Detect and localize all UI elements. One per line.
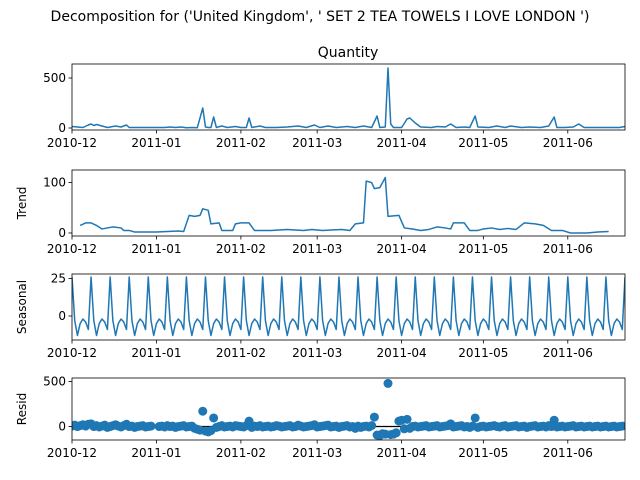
resid-point — [617, 421, 625, 431]
panel-1: 2010-12 2011-01 2011-02 2011-03 2011-04 2011-… — [43, 63, 626, 150]
y-tick-label: 25 — [51, 272, 66, 286]
x-tick-label: 2011-05 — [458, 242, 508, 256]
x-tick-label: 2011-02 — [216, 346, 266, 360]
y-tick-label: 0 — [58, 420, 66, 434]
x-tick-label: 2011-02 — [216, 136, 266, 150]
x-tick-label: 2010-12 — [47, 136, 97, 150]
quantity-line — [72, 67, 625, 129]
panel-frame — [71, 377, 626, 441]
x-tick-label: 2011-01 — [131, 242, 181, 256]
panel-frame — [71, 169, 626, 237]
trend-axis-label: Trend — [15, 187, 29, 221]
panel-frame — [71, 273, 626, 341]
y-tick-label: 0 — [58, 226, 66, 240]
x-tick-label: 2011-04 — [377, 446, 427, 460]
x-tick-label: 2010-12 — [47, 242, 97, 256]
x-tick-label: 2011-06 — [543, 446, 593, 460]
x-tick-label: 2011-03 — [292, 446, 342, 460]
resid-point — [367, 421, 377, 431]
panel-frame — [71, 63, 626, 131]
data-layer — [72, 67, 625, 129]
x-tick-label: 2011-01 — [131, 346, 181, 360]
y-tick-label: 0 — [58, 121, 66, 135]
resid-point — [402, 414, 412, 424]
x-tick-label: 2011-06 — [543, 242, 593, 256]
resid-axis-label: Resid — [15, 393, 29, 425]
x-tick-label: 2011-05 — [458, 446, 508, 460]
trend-line — [79, 176, 609, 234]
resid-point — [209, 413, 219, 423]
figure-suptitle: Decomposition for ('United Kingdom', ' S… — [51, 9, 590, 25]
y-tick-label: 100 — [43, 176, 66, 190]
y-tick-label: 500 — [43, 375, 66, 389]
resid-point — [470, 413, 480, 423]
y-tick-label: 0 — [58, 309, 66, 323]
x-tick-label: 2011-02 — [216, 242, 266, 256]
data-layer — [79, 176, 609, 234]
y-tick-label: 500 — [43, 71, 66, 85]
resid-point — [369, 412, 379, 422]
seasonal-line — [72, 276, 625, 337]
resid-point — [198, 406, 208, 416]
data-layer — [72, 378, 625, 440]
x-tick-label: 2011-03 — [292, 242, 342, 256]
x-tick-label: 2011-06 — [543, 136, 593, 150]
resid-point — [383, 378, 393, 388]
quantity-panel-title: Quantity — [318, 45, 379, 61]
x-tick-label: 2011-02 — [216, 446, 266, 460]
resid-point — [146, 421, 156, 431]
resid-point — [549, 415, 559, 425]
panel-3: 2010-12 2011-01 2011-02 2011-03 2011-04 2011-… — [15, 272, 626, 360]
x-tick-label: 2011-04 — [377, 242, 427, 256]
panel-2: 2010-12 2011-01 2011-02 2011-03 2011-04 2011-… — [15, 169, 626, 256]
x-tick-label: 2011-01 — [131, 446, 181, 460]
x-tick-label: 2010-12 — [47, 446, 97, 460]
seasonal-axis-label: Seasonal — [15, 280, 29, 334]
x-tick-label: 2011-01 — [131, 136, 181, 150]
x-tick-label: 2011-04 — [377, 346, 427, 360]
resid-point — [391, 428, 401, 438]
x-tick-label: 2011-03 — [292, 346, 342, 360]
x-tick-label: 2011-05 — [458, 136, 508, 150]
x-tick-label: 2011-04 — [377, 136, 427, 150]
x-tick-label: 2011-05 — [458, 346, 508, 360]
data-layer — [72, 276, 625, 337]
panel-4: 2010-12 2011-01 2011-02 2011-03 2011-04 2011-… — [15, 375, 626, 460]
x-tick-label: 2011-03 — [292, 136, 342, 150]
x-tick-label: 2010-12 — [47, 346, 97, 360]
x-tick-label: 2011-06 — [543, 346, 593, 360]
